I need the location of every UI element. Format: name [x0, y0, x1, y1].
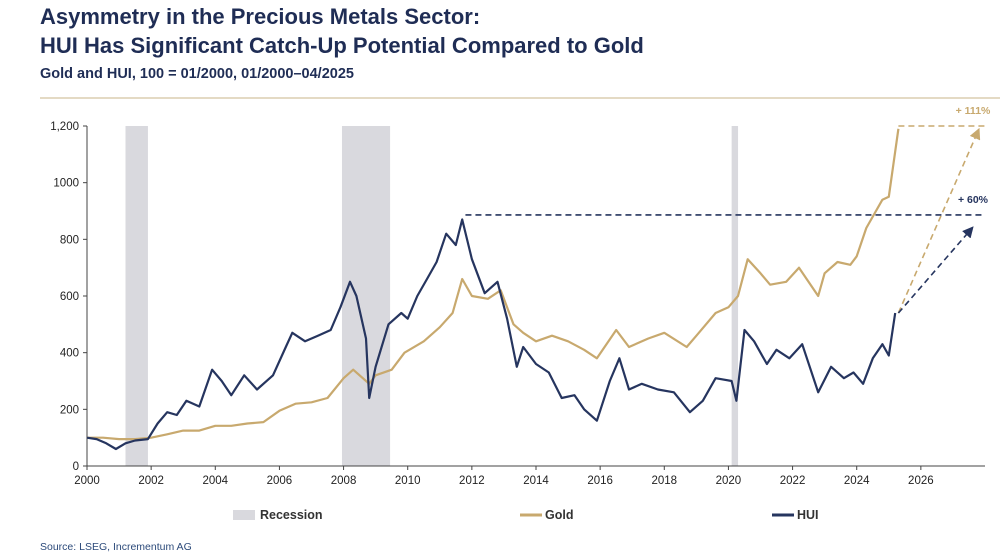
x-tick-label: 2008 [331, 475, 357, 487]
x-tick-label: 2002 [138, 475, 164, 487]
y-tick-label: 200 [60, 404, 79, 416]
y-tick-label: 0 [73, 461, 79, 473]
legend-label: HUI [797, 508, 819, 522]
annotation-label: + 60% [958, 194, 989, 206]
x-tick-label: 2026 [908, 475, 934, 487]
x-tick-label: 2018 [651, 475, 677, 487]
legend-label: Recession [260, 508, 323, 522]
series-line [86, 218, 897, 451]
x-tick-label: 2014 [523, 475, 549, 487]
y-tick-label: 600 [60, 291, 79, 303]
legend-label: Gold [545, 508, 573, 522]
x-tick-label: 2022 [780, 475, 806, 487]
y-tick-label: 800 [60, 234, 79, 246]
recession-band [731, 126, 739, 466]
chart-subtitle: Gold and HUI, 100 = 01/2000, 01/2000–04/… [40, 66, 354, 82]
x-tick-label: 2016 [587, 475, 613, 487]
projection-arrow [897, 226, 974, 314]
y-tick-label: 400 [60, 348, 79, 360]
x-tick-label: 2024 [844, 475, 870, 487]
projection-arrow [897, 127, 981, 314]
legend-swatch [233, 510, 255, 520]
x-tick-label: 2000 [74, 475, 100, 487]
x-tick-label: 2010 [395, 475, 421, 487]
x-tick-label: 2004 [202, 475, 228, 487]
chart-title-line2: HUI Has Significant Catch-Up Potential C… [40, 33, 644, 58]
source-note: Source: LSEG, Incrementum AG [40, 541, 192, 553]
x-tick-label: 2006 [267, 475, 293, 487]
chart-title: Asymmetry in the Precious Metals Sector: [40, 4, 480, 29]
x-tick-label: 2020 [716, 475, 742, 487]
recession-band [125, 126, 148, 466]
annotation-label: + 111% [956, 105, 991, 117]
series-line [87, 128, 900, 441]
recession-band [341, 126, 391, 466]
x-tick-label: 2012 [459, 475, 485, 487]
y-tick-label: 1,200 [50, 121, 79, 133]
y-tick-label: 1000 [53, 178, 79, 190]
